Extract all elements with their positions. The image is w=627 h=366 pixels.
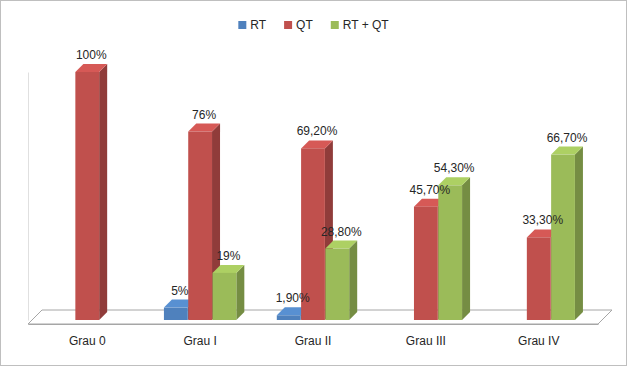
x-tick: Grau 0	[69, 324, 106, 348]
data-label: 69,20%	[297, 124, 338, 138]
bar-top	[301, 140, 333, 148]
bars	[75, 64, 583, 320]
legend-item: RT	[238, 18, 266, 32]
data-label: 45,70%	[410, 183, 451, 197]
bar-front	[164, 308, 188, 320]
y-axis-line	[28, 73, 29, 321]
x-tick-label: Grau III	[406, 334, 446, 348]
data-label: 33,30%	[522, 213, 563, 227]
bar	[75, 64, 107, 320]
legend-label: QT	[296, 18, 313, 32]
x-tick-label: Grau I	[183, 334, 216, 348]
data-label: 76%	[192, 108, 216, 122]
data-label: 1,90%	[276, 291, 310, 305]
chart: 5% 1,90% 100% 76% 69,20% 45,70% 33,30% 19% 28,80…	[0, 0, 627, 366]
bar-side	[99, 64, 107, 320]
data-labels: 5% 1,90% 100% 76% 69,20% 45,70% 33,30% 19% 28,80…	[76, 48, 588, 305]
legend-label: RT	[250, 18, 266, 32]
data-label: 5%	[171, 284, 189, 298]
legend-label: RT + QT	[343, 18, 390, 32]
bar-front	[527, 237, 551, 320]
x-tick: Grau III	[406, 324, 446, 348]
bar-side	[462, 177, 470, 320]
x-tick-label: Grau 0	[69, 334, 106, 348]
legend-item: QT	[284, 18, 313, 32]
legend-swatch	[284, 21, 292, 29]
data-label: 54,30%	[434, 161, 475, 175]
bar	[325, 241, 357, 320]
x-axis: Grau 0 Grau I Grau II Grau III Grau IV	[29, 324, 599, 348]
bar-top	[551, 147, 583, 155]
bar-front	[551, 155, 575, 320]
legend: RT QT RT + QT	[238, 18, 389, 32]
bar	[438, 177, 470, 320]
bar-front	[277, 315, 301, 320]
legend-swatch	[238, 21, 246, 29]
x-tick: Grau IV	[518, 324, 559, 348]
y-axis	[28, 73, 29, 321]
bar-top	[188, 124, 220, 132]
bar-front	[75, 72, 99, 320]
bar	[213, 265, 245, 320]
chart-frame	[1, 1, 627, 366]
x-tick-label: Grau IV	[518, 334, 559, 348]
legend-swatch	[331, 21, 339, 29]
bar-side	[575, 147, 583, 320]
bar-front	[438, 185, 462, 320]
bar-front	[414, 207, 438, 320]
data-label: 28,80%	[321, 225, 362, 239]
legend-item: RT + QT	[331, 18, 390, 32]
x-axis-line	[29, 324, 599, 325]
x-tick: Grau I	[183, 324, 216, 348]
bar	[551, 147, 583, 320]
bar-front	[188, 132, 212, 320]
bar-top	[213, 265, 245, 273]
data-label: 100%	[76, 48, 107, 62]
bar-side	[236, 265, 244, 320]
data-label: 66,70%	[547, 131, 588, 145]
bar-top	[325, 241, 357, 249]
x-tick-label: Grau II	[295, 334, 332, 348]
bar-top	[75, 64, 107, 72]
bar-side	[349, 241, 357, 320]
bar-front	[213, 273, 237, 320]
x-tick: Grau II	[295, 324, 332, 348]
bar-front	[325, 249, 349, 320]
data-label: 19%	[216, 249, 240, 263]
